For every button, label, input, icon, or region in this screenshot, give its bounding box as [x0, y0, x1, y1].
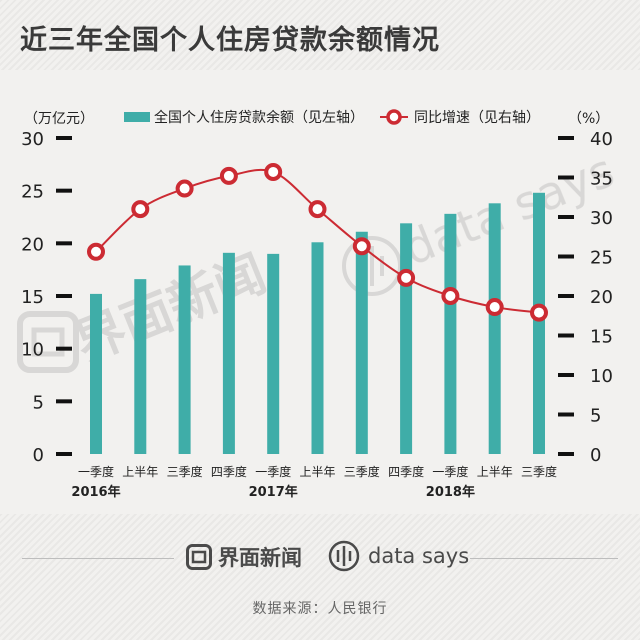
- right-axis-tick-mark: [558, 175, 574, 180]
- growth-point: [530, 303, 548, 322]
- x-tick-label: 四季度: [211, 464, 247, 479]
- brand-divider-right: [470, 558, 618, 559]
- right-axis-unit: （%）: [568, 111, 609, 127]
- bar: [533, 192, 545, 455]
- jiemian-watermark-logo: [17, 311, 79, 373]
- left-axis-tick-label: 10: [21, 340, 44, 361]
- brand-row: 界面新闻 data says: [0, 536, 640, 580]
- growth-point: [308, 200, 327, 219]
- growth-point: [175, 179, 194, 198]
- datasays-watermark-logo: [342, 236, 402, 296]
- left-axis-tick-label: 30: [21, 129, 44, 150]
- x-tick-label: 上半年: [299, 465, 335, 479]
- right-axis-tick-mark: [558, 373, 574, 377]
- left-axis: 0 5 10 15 20 25 30: [21, 129, 72, 466]
- bar: [444, 213, 457, 454]
- right-axis-tick-mark: [558, 412, 574, 417]
- right-axis-tick-label: 5: [590, 406, 601, 427]
- x-year-label: 2018年: [426, 484, 475, 500]
- left-axis-tick-mark: [56, 346, 72, 351]
- right-axis-tick-mark: [558, 452, 574, 456]
- page-title: 近三年全国个人住房贷款余额情况: [20, 25, 440, 56]
- chart: 界面新闻 data says （万亿元） （%） 全国个人住房贷款余额（见左轴）…: [17, 109, 622, 500]
- growth-point: [87, 242, 105, 261]
- left-axis-tick-mark: [56, 136, 72, 140]
- growth-point: [441, 287, 460, 305]
- bar: [178, 265, 191, 454]
- bar: [90, 293, 102, 454]
- legend-bar-label: 全国个人住房贷款余额（见左轴）: [154, 109, 364, 126]
- right-axis-tick-label: 25: [590, 248, 613, 269]
- data-source: 数据来源：人民银行: [252, 601, 388, 617]
- bar: [134, 279, 147, 454]
- right-axis-tick-mark: [558, 254, 574, 259]
- left-axis-unit: （万亿元）: [24, 111, 94, 127]
- x-tick-label: 一季度: [78, 464, 114, 479]
- right-axis-tick-label: 20: [590, 287, 613, 308]
- jiemian-brand-name: 界面新闻: [218, 546, 302, 570]
- line-series: [87, 162, 548, 322]
- growth-point: [485, 298, 504, 317]
- x-tick-label: 上半年: [122, 465, 158, 479]
- datasays-watermark-text: data says: [396, 143, 622, 276]
- right-axis-tick-label: 30: [590, 208, 613, 229]
- bar: [355, 231, 368, 454]
- right-axis-tick-mark: [558, 215, 574, 219]
- left-axis-tick-label: 25: [21, 182, 44, 203]
- bar: [400, 223, 413, 454]
- growth-point: [352, 237, 371, 256]
- right-axis: 0 5 10 15 20 25 30 35 40: [558, 129, 613, 466]
- right-axis-tick-label: 35: [590, 169, 613, 190]
- jiemian-logo-icon: [186, 544, 212, 570]
- left-axis-tick-label: 0: [33, 445, 44, 466]
- x-tick-label: 上半年: [477, 465, 513, 479]
- x-tick-label: 四季度: [388, 464, 424, 479]
- x-tick-label: 一季度: [255, 464, 291, 479]
- left-axis-tick-label: 5: [33, 392, 44, 413]
- left-axis-tick-mark: [56, 241, 72, 246]
- legend-line-label: 同比增速（见右轴）: [414, 110, 540, 126]
- datasays-logo-icon: [328, 540, 360, 572]
- right-axis-tick-label: 15: [590, 327, 613, 348]
- bar: [267, 253, 280, 454]
- bar: [488, 203, 501, 454]
- x-tick-label: 三季度: [521, 464, 557, 479]
- x-tick-label: 三季度: [167, 464, 203, 479]
- left-axis-tick-label: 15: [21, 287, 44, 308]
- right-axis-tick-mark: [558, 136, 574, 140]
- x-tick-label: 一季度: [432, 464, 468, 479]
- left-axis-tick-mark: [56, 452, 72, 456]
- growth-point: [264, 162, 283, 181]
- left-axis-tick-mark: [56, 399, 72, 404]
- x-tick-label: 三季度: [344, 464, 380, 479]
- growth-point: [131, 200, 150, 219]
- x-year-label: 2016年: [71, 484, 120, 500]
- legend-bar-swatch: [124, 112, 150, 122]
- left-axis-tick-mark: [56, 188, 72, 193]
- datasays-brand-name: data says: [368, 544, 470, 568]
- growth-point: [219, 166, 238, 185]
- bar: [222, 252, 235, 454]
- legend-line-marker: [386, 109, 402, 125]
- datasays-brand: data says: [328, 540, 469, 572]
- header-band: 近三年全国个人住房贷款余额情况: [0, 0, 640, 70]
- jiemian-brand: 界面新闻: [186, 542, 302, 572]
- brand-divider-left: [22, 558, 174, 559]
- right-axis-tick-mark: [558, 294, 574, 298]
- bar: [311, 242, 324, 454]
- growth-point: [397, 268, 416, 287]
- left-axis-tick-label: 20: [21, 234, 44, 255]
- footer-band: [0, 514, 640, 640]
- left-axis-tick-mark: [56, 294, 72, 298]
- right-axis-tick-label: 10: [590, 366, 613, 387]
- legend: 全国个人住房贷款余额（见左轴） 同比增速（见右轴）: [124, 109, 540, 126]
- right-axis-tick-label: 40: [590, 129, 613, 150]
- right-axis-tick-label: 0: [590, 445, 601, 466]
- x-year-label: 2017年: [249, 484, 298, 500]
- right-axis-tick-mark: [558, 333, 574, 338]
